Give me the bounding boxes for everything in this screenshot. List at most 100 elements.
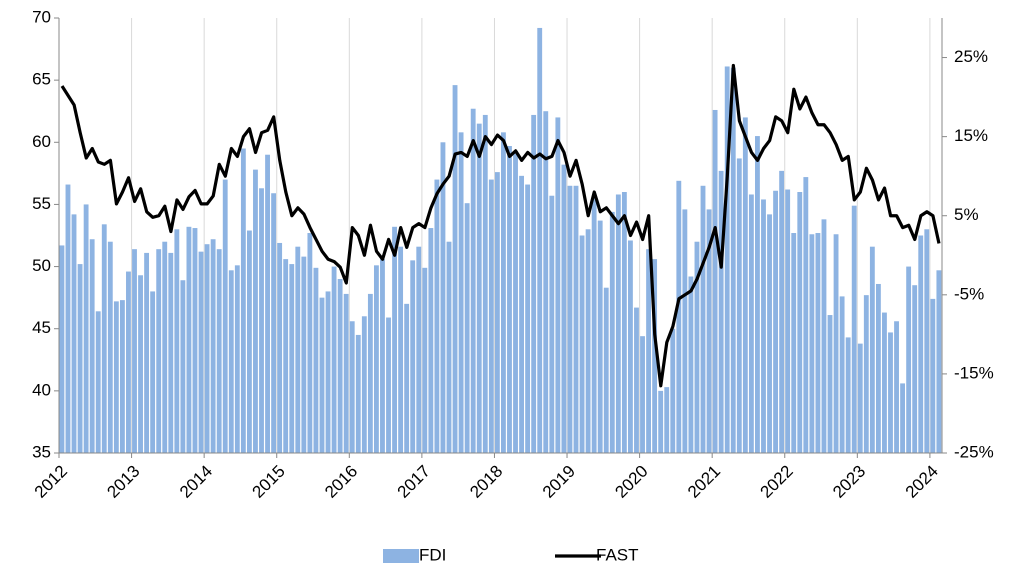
bar <box>791 233 797 453</box>
bar <box>815 233 821 453</box>
x-tick-label: 2013 <box>103 462 143 502</box>
bar <box>797 192 803 453</box>
bar <box>682 209 688 453</box>
bar <box>416 246 422 453</box>
bar <box>59 245 65 453</box>
bar <box>144 252 150 453</box>
bar <box>77 264 83 453</box>
bar <box>501 132 506 454</box>
bar <box>355 334 361 453</box>
bar <box>89 239 95 453</box>
bar <box>101 224 107 453</box>
bar <box>833 234 839 453</box>
bar <box>162 241 168 453</box>
bar <box>736 158 742 453</box>
bar <box>337 279 343 453</box>
bar <box>494 172 500 453</box>
x-tick-label: 2022 <box>757 462 797 502</box>
bar <box>265 154 270 453</box>
x-tick-label: 2017 <box>394 462 434 502</box>
bar <box>361 316 367 453</box>
bar <box>513 150 518 453</box>
bar <box>809 234 815 453</box>
bar <box>646 249 651 453</box>
bar <box>755 136 760 454</box>
bar <box>912 285 918 453</box>
bar <box>537 27 543 453</box>
bar <box>192 228 198 453</box>
bar <box>634 307 639 453</box>
bar <box>168 252 174 453</box>
bar <box>240 148 246 453</box>
bar <box>507 146 512 453</box>
bar <box>628 240 633 453</box>
bar <box>156 249 162 453</box>
bar <box>640 336 645 453</box>
bar <box>343 293 349 453</box>
legend-swatch <box>383 549 419 563</box>
bar <box>567 185 573 454</box>
bar <box>845 337 851 453</box>
bar <box>113 301 119 453</box>
y-tick-label: 70 <box>32 7 51 26</box>
y-tick-label: 60 <box>32 132 51 151</box>
x-tick-label: 2016 <box>321 462 361 502</box>
bar <box>319 297 325 453</box>
y2-tick-label: 15% <box>954 126 988 145</box>
bar <box>277 242 283 453</box>
bar <box>422 267 428 453</box>
bar <box>482 114 488 453</box>
x-tick-label: 2014 <box>176 462 216 502</box>
bar <box>700 185 706 454</box>
bar <box>543 111 549 453</box>
bar <box>579 235 585 453</box>
bar <box>373 265 379 453</box>
y-tick-label: 65 <box>32 70 51 89</box>
x-tick-label: 2012 <box>31 462 71 502</box>
bar <box>83 204 89 453</box>
bar <box>742 117 748 453</box>
bar <box>349 321 355 453</box>
bar <box>531 114 537 453</box>
bar <box>839 296 845 453</box>
bar <box>119 300 125 453</box>
x-tick-label: 2021 <box>684 462 724 502</box>
x-tick-label: 2023 <box>829 462 869 502</box>
bar <box>259 188 264 453</box>
y-tick-label: 40 <box>32 380 51 399</box>
bar <box>452 85 458 453</box>
bar <box>918 235 924 453</box>
bar <box>712 109 718 453</box>
bar <box>253 169 258 453</box>
bar <box>803 177 809 454</box>
bar <box>488 179 494 454</box>
bar <box>210 239 216 453</box>
bar <box>525 184 531 454</box>
bar <box>380 259 385 453</box>
bar <box>900 383 906 453</box>
bar <box>440 142 446 454</box>
bar <box>597 220 603 453</box>
bar <box>446 241 452 453</box>
bar <box>150 291 156 453</box>
bar <box>894 321 899 453</box>
y2-tick-label: 25% <box>954 47 988 66</box>
x-tick-label: 2020 <box>611 462 651 502</box>
bar <box>428 228 434 453</box>
x-tick-label: 2015 <box>249 462 289 502</box>
bar <box>367 293 373 453</box>
bar <box>132 249 137 453</box>
legend-label: FDI <box>419 545 446 564</box>
bar <box>779 170 785 453</box>
bar <box>271 193 277 453</box>
legend-item: FDI <box>383 545 446 564</box>
bar <box>295 246 301 453</box>
bar <box>174 229 180 453</box>
bar <box>186 226 192 453</box>
bar <box>313 267 319 453</box>
bar <box>658 390 664 453</box>
bar <box>289 264 295 453</box>
bar <box>561 164 567 453</box>
bar <box>888 332 893 453</box>
